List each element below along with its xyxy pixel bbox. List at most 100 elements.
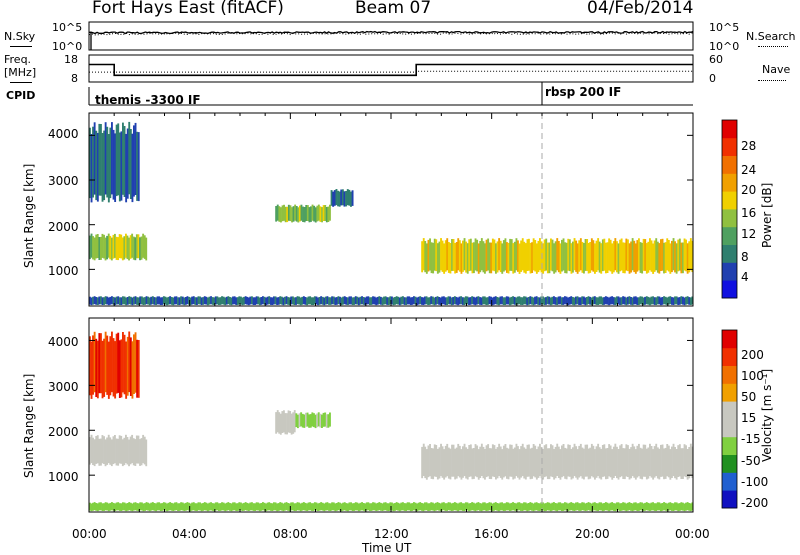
power-panel-cell <box>620 297 623 305</box>
velocity-panel-cell <box>104 331 107 393</box>
velocity-panel-cell <box>642 444 645 477</box>
velocity-panel-cell <box>685 502 687 511</box>
xtick-5: 20:00 <box>575 527 610 541</box>
power-panel-cell <box>579 297 582 305</box>
velocity-panel-cell <box>507 448 510 480</box>
power-panel-cell <box>306 297 308 306</box>
power-panel-cell <box>660 239 662 271</box>
velocity-panel-cell <box>100 438 102 466</box>
power-panel-cell <box>214 296 217 305</box>
velocity-panel-cell <box>103 436 105 464</box>
power-panel-cell <box>529 296 532 305</box>
power-panel-cell <box>101 133 104 202</box>
velocity-panel-cell <box>326 502 329 511</box>
power-panel-cell <box>96 234 99 258</box>
velocity-panel-cell <box>362 503 365 511</box>
velocity-panel-cell <box>496 447 499 479</box>
power-panel-cell <box>225 296 228 305</box>
velocity-panel-cell <box>446 443 449 477</box>
velocity-panel-cell <box>370 503 373 511</box>
velocity-panel-cell <box>100 502 102 511</box>
velocity-panel-cell <box>543 445 546 478</box>
power-panel-cell <box>474 297 477 306</box>
velocity-panel-cell <box>282 503 285 512</box>
velocity-panel-cell <box>304 502 307 511</box>
velocity-panel-cell <box>286 413 288 435</box>
velocity-panel-cell <box>145 502 148 511</box>
power-panel-cell <box>150 296 153 305</box>
power-panel-cell <box>197 296 200 305</box>
velocity-panel-cell <box>126 336 129 396</box>
power-panel-cell <box>129 129 132 199</box>
velocity-panel-cell <box>229 503 231 511</box>
power-panel-cell <box>486 297 489 305</box>
velocity-panel-cell <box>512 502 514 511</box>
velocity-panel-cell <box>661 444 664 477</box>
velocity-panel-cell <box>430 502 433 511</box>
velocity-panel-cell <box>110 439 113 467</box>
power-panel-cell <box>128 121 131 195</box>
power-panel-cell <box>581 296 584 305</box>
noise-left-label: N.Sky <box>4 30 36 43</box>
velocity-panel-cell <box>551 502 554 511</box>
velocity-panel-cell <box>528 444 530 477</box>
velocity-panel-cell <box>266 502 269 511</box>
power-panel-cell <box>425 243 428 274</box>
power-panel-cell <box>617 243 620 274</box>
power-panel-cell <box>559 296 562 305</box>
power-panel-cell <box>661 297 664 305</box>
velocity-panel-cell <box>479 503 481 511</box>
velocity-panel-cell <box>518 449 521 480</box>
power-panel-cell <box>436 243 439 274</box>
power-panel-cell <box>598 296 601 305</box>
power-panel-cell <box>633 296 636 305</box>
power-panel-cell <box>365 296 368 305</box>
velocity-panel-cell <box>531 447 534 479</box>
power-panel-cell <box>645 243 648 274</box>
velocity-panel-cell <box>678 444 681 477</box>
power-panel-cell <box>280 296 283 305</box>
power-panel-cell <box>299 297 302 306</box>
velocity-panel-cell <box>257 502 260 511</box>
velocity-panel-cell <box>622 448 625 479</box>
velocity-panel-cell <box>422 503 425 512</box>
velocity-panel-cell <box>298 413 301 428</box>
power-panel-cell <box>257 296 260 305</box>
power-panel-cell <box>601 239 604 272</box>
velocity-panel-cell <box>96 503 99 512</box>
velocity-panel-cell <box>622 502 625 511</box>
velocity-panel-cell <box>689 443 692 476</box>
power-panel-cell <box>335 189 338 206</box>
power-panel-cell <box>103 297 106 305</box>
power-panel-cell <box>134 296 137 305</box>
power-panel-cell <box>370 297 373 305</box>
power-panel-cell <box>369 297 371 305</box>
power-panel-cell <box>118 234 121 259</box>
power-panel-cell <box>502 297 505 305</box>
power-cb-tick-12: 12 <box>741 227 757 241</box>
velocity-panel-cell <box>466 502 469 511</box>
power-panel-cell <box>389 296 392 305</box>
velocity-panel-cell <box>587 448 590 480</box>
power-panel-cell <box>147 296 150 305</box>
power-panel-cell <box>491 297 494 306</box>
velocity-panel-cell <box>611 502 614 511</box>
velocity-panel-cell <box>148 503 151 512</box>
power-panel-cell <box>408 296 411 305</box>
power-panel-cell <box>258 297 261 306</box>
power-panel-cell <box>254 297 257 305</box>
power-panel-cell <box>207 297 209 306</box>
power-panel-cell <box>506 242 508 273</box>
velocity-panel-cell <box>213 503 216 512</box>
power-ytick-2000: 2000 <box>48 220 79 234</box>
power-panel-cell <box>118 297 121 305</box>
power-panel-cell <box>584 297 587 306</box>
velocity-panel-cell <box>244 502 247 511</box>
power-panel-cell <box>241 297 244 306</box>
velocity-panel-cell <box>658 502 661 511</box>
velocity-panel-cell <box>645 448 648 480</box>
power-panel-cell <box>335 297 338 305</box>
power-panel-cell <box>455 242 458 273</box>
velocity-panel-cell <box>631 443 634 477</box>
velocity-panel-cell <box>103 503 106 511</box>
